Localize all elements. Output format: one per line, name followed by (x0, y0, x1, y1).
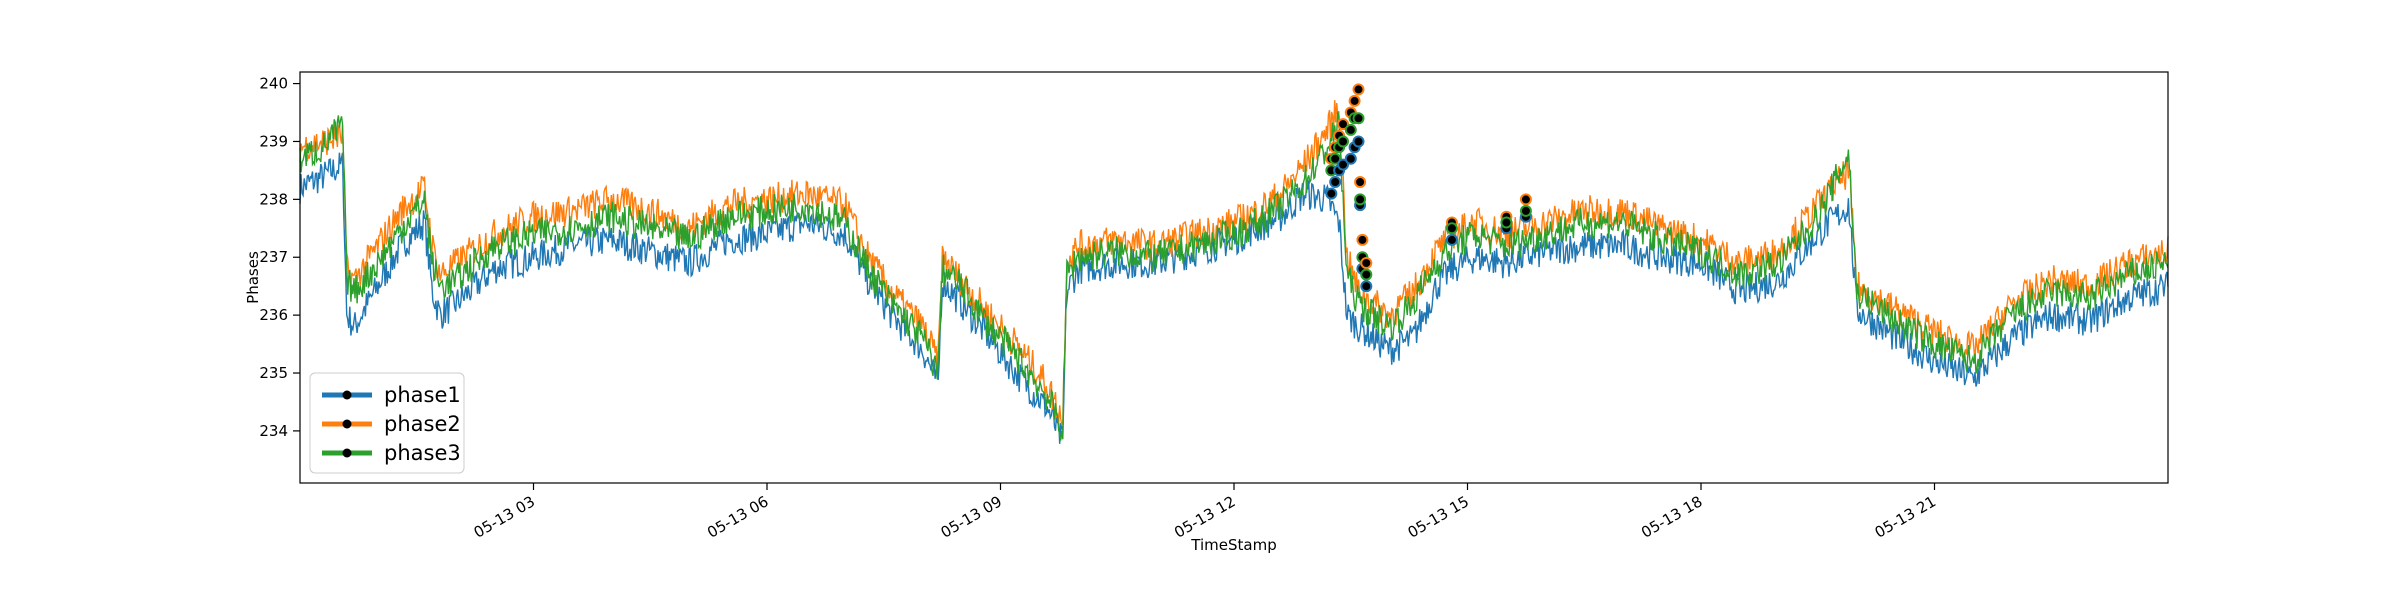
series-layer (299, 100, 2169, 444)
legend-marker-phase2 (342, 419, 352, 429)
y-tick-label: 235 (259, 364, 288, 382)
x-tick-label: 05-13 21 (1872, 492, 1939, 541)
anomaly-points-layer (1325, 83, 1532, 293)
x-tick-label: 05-13 15 (1405, 492, 1472, 541)
x-tick-label: 05-13 03 (471, 492, 538, 541)
y-tick-label: 238 (259, 190, 288, 208)
anomaly-point-phase3 (1329, 152, 1342, 165)
anomaly-point-phase2 (1348, 94, 1361, 107)
anomaly-point-phase2 (1360, 257, 1373, 269)
y-tick-label: 236 (259, 306, 288, 324)
anomaly-point-phase3 (1337, 135, 1349, 148)
y-tick-label: 234 (259, 422, 288, 440)
y-axis-label: Phases (244, 251, 262, 304)
x-axis-label: TimeStamp (1190, 536, 1276, 554)
anomaly-point-phase3 (1360, 268, 1373, 281)
y-tick-label: 240 (259, 75, 288, 93)
anomaly-point-phase1 (1445, 233, 1458, 246)
plot-frame (299, 71, 2169, 484)
series-line-phase2 (299, 100, 2169, 427)
legend: phase1 phase2 phase3 (309, 372, 465, 474)
anomaly-point-phase2 (1519, 193, 1532, 206)
legend-marker-phase3 (342, 448, 352, 458)
x-tick-label: 05-13 09 (938, 492, 1005, 541)
series-line-phase3 (299, 111, 2169, 441)
anomaly-point-phase2 (1337, 118, 1349, 131)
x-tick-label: 05-13 12 (1171, 492, 1238, 541)
anomaly-point-phase3 (1445, 222, 1458, 235)
anomaly-point-phase1 (1337, 158, 1349, 171)
anomaly-point-phase1 (1344, 152, 1357, 165)
legend-label-phase2: phase2 (384, 412, 461, 436)
anomaly-point-phase1 (1360, 280, 1373, 293)
anomaly-point-phase1 (1329, 176, 1342, 188)
anomaly-point-phase3 (1354, 193, 1367, 206)
y-tick-label: 239 (259, 132, 288, 150)
x-tick-label: 05-13 18 (1638, 492, 1705, 541)
x-axis: 05-13 03 05-13 06 05-13 09 05-13 12 05-13 15… (471, 483, 1939, 542)
y-axis: 234 235 236 237 238 239 240 (259, 75, 300, 440)
legend-label-phase1: phase1 (384, 383, 461, 407)
legend-marker-phase1 (342, 390, 352, 400)
anomaly-point-phase3 (1344, 123, 1357, 136)
anomaly-point-phase2 (1356, 233, 1369, 246)
anomaly-point-phase1 (1325, 187, 1338, 200)
anomaly-point-phase1 (1352, 135, 1365, 148)
anomaly-point-phase2 (1352, 83, 1365, 96)
anomaly-point-phase2 (1354, 176, 1367, 188)
anomaly-point-phase3 (1519, 204, 1532, 217)
anomaly-point-phase3 (1500, 216, 1513, 229)
y-tick-label: 237 (259, 248, 288, 266)
legend-label-phase3: phase3 (384, 441, 461, 465)
anomaly-point-phase3 (1352, 112, 1365, 125)
x-tick-label: 05-13 06 (704, 492, 771, 541)
